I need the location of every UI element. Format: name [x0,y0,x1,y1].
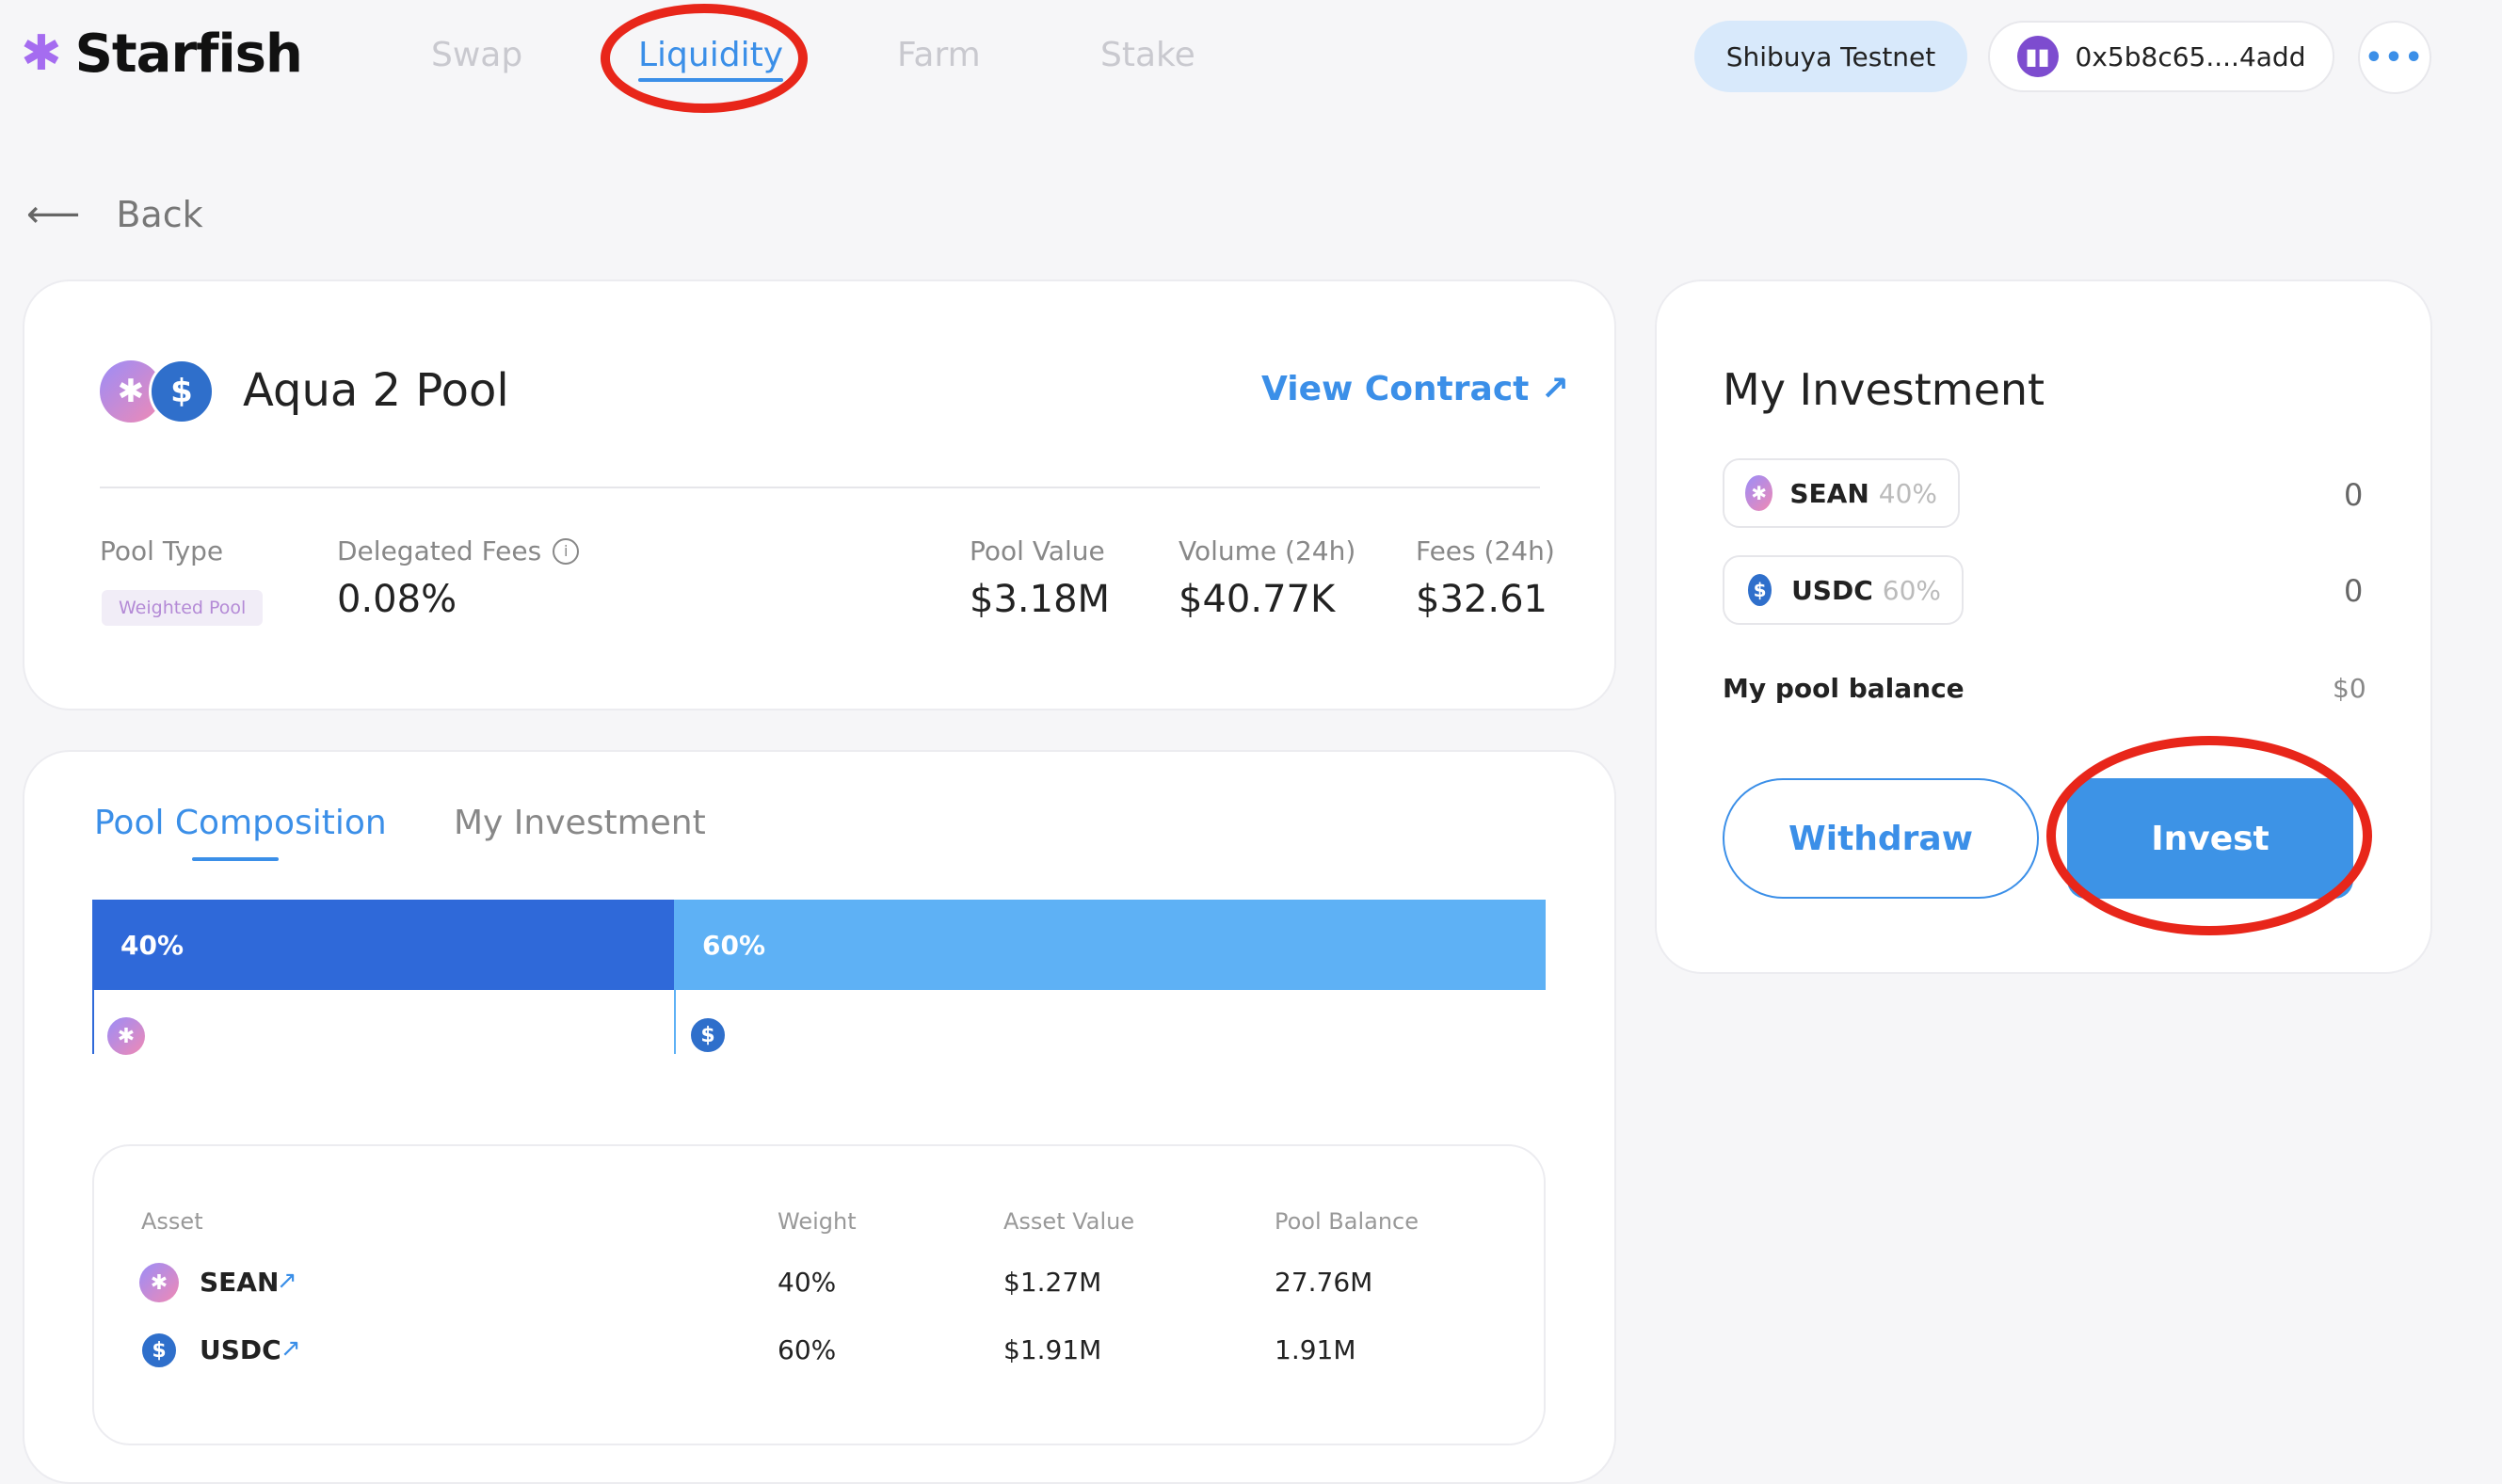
usdc-token-icon: $ [149,359,215,424]
table-header-weight: Weight [778,1208,857,1235]
nav-tab-swap[interactable]: Swap [431,36,523,74]
fees-value: $32.61 [1416,578,1548,621]
wallet-address: 0x5b8c65....4add [2075,40,2306,72]
pool-info-card: ✱ $ Aqua 2 Pool View Contract ↗ Pool Typ… [23,279,1616,710]
pool-type-badge: Weighted Pool [102,590,264,626]
asset-value: $1.91M [1003,1334,1102,1365]
investment-asset-weight: 40% [1878,477,1937,509]
asset-weight: 40% [778,1267,837,1298]
investment-asset-symbol: USDC [1791,574,1873,606]
table-header-asset-value: Asset Value [1003,1208,1135,1235]
usdc-token-icon: $ [688,1015,728,1055]
investment-asset-symbol: SEAN [1789,477,1869,509]
external-link-icon[interactable]: ↗ [281,1334,301,1363]
tab-my-investment[interactable]: My Investment [454,804,706,842]
asset-pool-balance: 1.91M [1275,1334,1356,1365]
investment-asset-usdc: $ USDC 60% [1723,555,1964,625]
nav-tab-stake[interactable]: Stake [1100,36,1195,74]
composition-bar-sean: 40% [92,900,674,990]
more-menu-button[interactable]: ••• [2358,21,2431,94]
pool-value-label: Pool Value [970,535,1105,566]
wallet-button[interactable]: ▮▮ 0x5b8c65....4add [1988,21,2334,92]
investment-amount-sean: 0 [2344,477,2364,513]
my-investment-title: My Investment [1723,364,2045,415]
investment-amount-usdc: 0 [2344,573,2364,609]
volume-label: Volume (24h) [1179,535,1356,566]
pool-value: $3.18M [970,578,1111,621]
asset-table: Asset Weight Asset Value Pool Balance ✱ … [92,1144,1546,1445]
bar-tick-usdc [674,990,676,1054]
pool-name: Aqua 2 Pool [243,364,509,417]
tab-pool-composition[interactable]: Pool Composition [94,804,387,842]
brand-logo[interactable]: ✱ Starfish [21,21,303,87]
divider [100,487,1540,488]
back-link[interactable]: ⟵ Back [26,193,203,236]
info-icon[interactable]: i [553,537,580,565]
pool-balance-value: $0 [2333,673,2366,704]
composition-bar-usdc: 60% [674,900,1546,990]
back-arrow-icon: ⟵ [26,193,81,236]
table-header-asset: Asset [141,1208,203,1235]
withdraw-button[interactable]: Withdraw [1723,778,2039,899]
bar-tick-sean [92,990,94,1054]
delegated-fees-heading: Delegated Fees i [337,535,580,566]
table-row: ✱ SEAN ↗ 40% $1.27M 27.76M [139,1257,1504,1310]
sean-token-icon: ✱ [107,1017,145,1055]
table-row: $ USDC ↗ 60% $1.91M 1.91M [139,1325,1504,1378]
wallet-avatar-icon: ▮▮ [2016,36,2059,77]
sean-token-icon: ✱ [139,1263,179,1302]
investment-asset-sean: ✱ SEAN 40% [1723,458,1960,528]
pool-type-label: Pool Type [100,535,224,566]
delegated-fees-label: Delegated Fees [337,535,542,566]
nav-tab-farm[interactable]: Farm [897,36,981,74]
starfish-logo-icon: ✱ [21,25,62,82]
highlight-ring-invest [2046,736,2372,935]
volume-value: $40.77K [1179,578,1336,621]
asset-symbol: USDC [200,1334,281,1365]
asset-symbol: SEAN [200,1267,280,1298]
pool-balance-label: My pool balance [1723,673,1965,704]
investment-asset-weight: 60% [1882,574,1941,606]
external-link-icon[interactable]: ↗ [277,1267,297,1295]
network-selector[interactable]: Shibuya Testnet [1694,21,1967,92]
usdc-token-icon: $ [139,1331,179,1370]
tab-active-underline [192,857,279,861]
asset-weight: 60% [778,1334,837,1365]
usdc-token-icon: $ [1745,571,1775,609]
back-label: Back [116,194,203,235]
highlight-ring-liquidity [601,4,808,113]
asset-pool-balance: 27.76M [1275,1267,1373,1298]
view-contract-link[interactable]: View Contract ↗ [1261,370,1570,408]
brand-name: Starfish [74,23,303,85]
sean-token-icon: ✱ [1745,475,1773,511]
delegated-fees-value: 0.08% [337,578,457,621]
table-header-pool-balance: Pool Balance [1275,1208,1419,1235]
fees-label: Fees (24h) [1416,535,1555,566]
pool-token-icons: ✱ $ [100,359,215,426]
asset-value: $1.27M [1003,1267,1102,1298]
